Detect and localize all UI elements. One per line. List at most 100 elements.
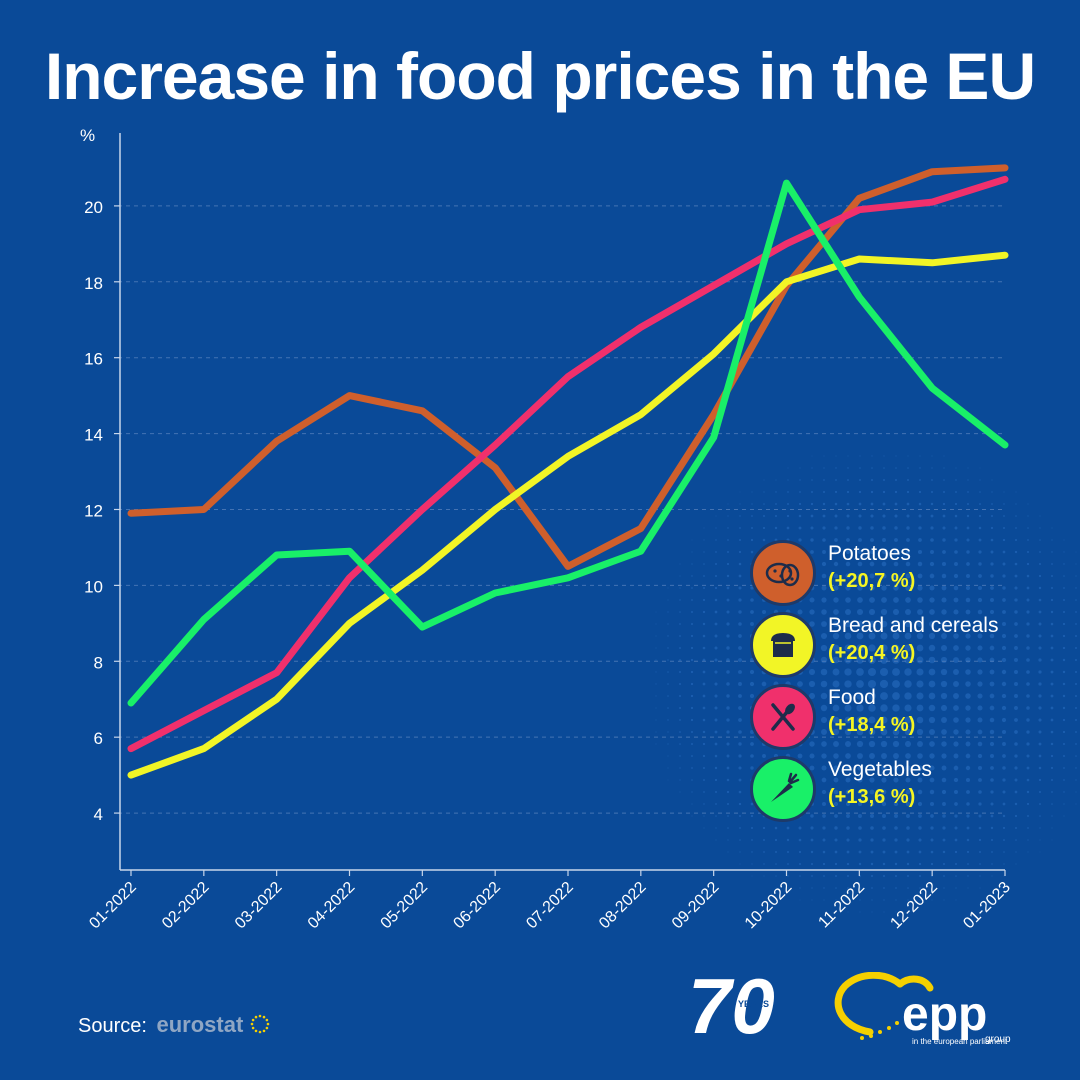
- halftone-dot: [739, 503, 741, 505]
- halftone-dot: [1039, 539, 1041, 541]
- halftone-dot: [882, 490, 886, 494]
- halftone-dot: [977, 597, 983, 603]
- epp-wordmark: epp: [902, 988, 987, 1041]
- halftone-dot: [821, 621, 827, 627]
- halftone-dot: [1027, 503, 1029, 505]
- halftone-dot: [702, 598, 706, 602]
- halftone-dot: [905, 561, 911, 567]
- halftone-dot: [715, 527, 717, 529]
- halftone-dot: [882, 814, 886, 818]
- halftone-dot: [978, 574, 982, 578]
- series-line-bread-and-cereals: [127, 251, 1009, 779]
- halftone-dot: [667, 707, 669, 709]
- halftone-dot: [702, 670, 706, 674]
- halftone-dot: [727, 539, 729, 541]
- halftone-dot: [989, 717, 995, 723]
- halftone-dot: [892, 668, 900, 676]
- halftone-dot: [869, 765, 875, 771]
- halftone-dot: [881, 561, 887, 567]
- halftone-dot: [989, 633, 995, 639]
- halftone-dot: [1002, 814, 1006, 818]
- halftone-dot: [858, 538, 862, 542]
- halftone-dot: [823, 467, 825, 469]
- halftone-dot: [871, 899, 873, 901]
- halftone-dot: [879, 679, 889, 689]
- halftone-dot: [738, 778, 742, 782]
- halftone-dot: [930, 862, 934, 866]
- halftone-dot: [870, 838, 874, 842]
- halftone-dot: [894, 838, 898, 842]
- y-tick-label: 20: [84, 198, 103, 217]
- halftone-dot: [833, 573, 839, 579]
- halftone-dot: [1050, 754, 1054, 758]
- halftone-dot: [797, 609, 803, 615]
- halftone-dot: [1014, 706, 1018, 710]
- halftone-dot: [822, 550, 826, 554]
- halftone-dot: [679, 611, 681, 613]
- halftone-dot: [906, 814, 910, 818]
- halftone-dot: [798, 526, 802, 530]
- halftone-dot: [893, 561, 899, 567]
- halftone-dot: [1062, 742, 1066, 746]
- halftone-dot: [846, 850, 850, 854]
- halftone-dot: [1062, 718, 1066, 722]
- halftone-dot: [1026, 658, 1030, 662]
- halftone-dot: [835, 467, 837, 469]
- halftone-dot: [846, 826, 850, 830]
- halftone-dot: [906, 862, 910, 866]
- y-tick-label: 6: [94, 729, 103, 748]
- halftone-dot: [1063, 551, 1065, 553]
- halftone-dot: [965, 621, 971, 627]
- halftone-dot: [906, 526, 910, 530]
- halftone-dot: [1051, 539, 1053, 541]
- halftone-dot: [845, 777, 851, 783]
- halftone-dot: [991, 875, 993, 877]
- halftone-dot: [856, 704, 864, 712]
- halftone-dot: [990, 778, 994, 782]
- halftone-dot: [990, 802, 994, 806]
- halftone-dot: [954, 802, 958, 806]
- halftone-dot: [904, 620, 912, 628]
- halftone-dot: [978, 538, 982, 542]
- halftone-dot: [1062, 622, 1066, 626]
- halftone-dot: [679, 731, 681, 733]
- halftone-dot: [1014, 670, 1018, 674]
- halftone-dot: [917, 789, 923, 795]
- halftone-dot: [1027, 839, 1029, 841]
- halftone-dot: [691, 779, 693, 781]
- halftone-dot: [1062, 610, 1066, 614]
- halftone-dot: [847, 899, 849, 901]
- halftone-dot: [738, 634, 742, 638]
- halftone-dot: [799, 491, 801, 493]
- halftone-dot: [679, 767, 681, 769]
- halftone-dot: [799, 479, 801, 481]
- halftone-dot: [1026, 742, 1030, 746]
- halftone-dot: [940, 704, 948, 712]
- halftone-dot: [965, 657, 971, 663]
- halftone-dot: [953, 693, 959, 699]
- x-tick-labels: 01-2022 02-2022 03-2022 04-2022 05-2022 06-20…: [86, 879, 1014, 933]
- halftone-dot: [821, 777, 827, 783]
- halftone-dot: [1014, 610, 1018, 614]
- halftone-dot: [726, 574, 730, 578]
- halftone-dot: [989, 681, 995, 687]
- halftone-dot: [1038, 718, 1042, 722]
- halftone-dot: [822, 538, 826, 542]
- halftone-dot: [940, 668, 948, 676]
- halftone-dot: [1038, 670, 1042, 674]
- halftone-dot: [833, 741, 839, 747]
- halftone-dot: [1026, 562, 1030, 566]
- halftone-dot: [833, 753, 839, 759]
- halftone-dot: [738, 790, 742, 794]
- halftone-dot: [905, 789, 911, 795]
- halftone-dot: [955, 863, 957, 865]
- halftone-dot: [1050, 622, 1054, 626]
- halftone-dot: [679, 659, 681, 661]
- eurostat-logo: eurostat: [156, 1012, 244, 1037]
- halftone-dot: [991, 479, 993, 481]
- halftone-dot: [941, 561, 947, 567]
- halftone-dot: [917, 753, 923, 759]
- halftone-dot: [821, 573, 827, 579]
- halftone-dot: [834, 814, 838, 818]
- halftone-dot: [990, 562, 994, 566]
